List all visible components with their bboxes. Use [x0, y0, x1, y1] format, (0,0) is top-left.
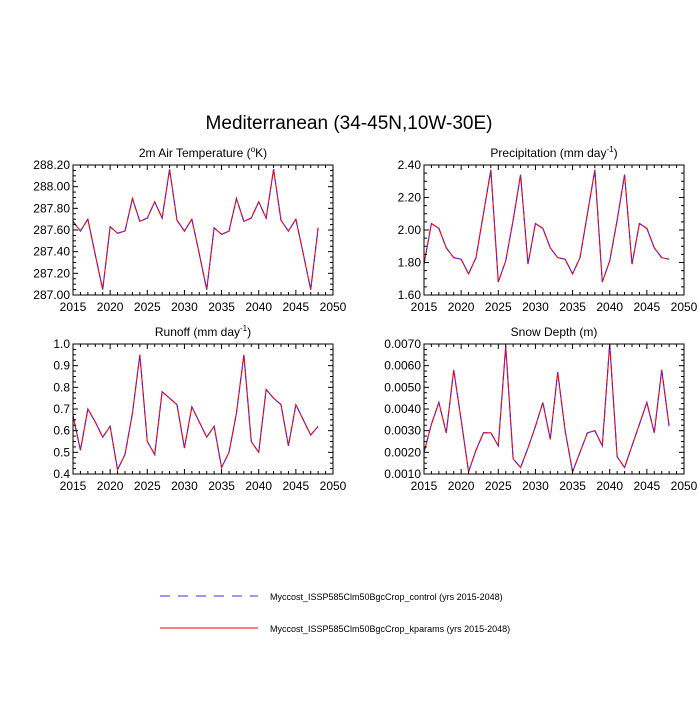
- panel-title-runoff: Runoff (mm day-1): [155, 324, 251, 339]
- panel-title-snow-depth: Snow Depth (m): [511, 325, 598, 339]
- y-tick-label-air-temperature: 288.20: [33, 158, 70, 172]
- x-tick-label-air-temperature: 2050: [320, 300, 347, 314]
- x-tick-label-precipitation: 2035: [559, 300, 586, 314]
- y-tick-label-runoff: 0.9: [53, 359, 70, 373]
- x-tick-label-precipitation: 2030: [522, 300, 549, 314]
- x-tick-label-air-temperature: 2030: [171, 300, 198, 314]
- series-line-control-precipitation: [423, 169, 670, 283]
- legend-label-kparams: Myccost_ISSP585Clm50BgcCrop_kparams (yrs…: [270, 624, 510, 634]
- x-tick-label-snow-depth: 2020: [448, 479, 475, 493]
- series-overlay-control-air-temperature: [72, 169, 319, 290]
- x-tick-label-snow-depth: 2015: [411, 479, 438, 493]
- x-tick-label-runoff: 2020: [97, 479, 124, 493]
- x-tick-label-air-temperature: 2025: [134, 300, 161, 314]
- y-tick-label-precipitation: 1.80: [398, 256, 422, 270]
- x-tick-label-runoff: 2025: [134, 479, 161, 493]
- y-tick-label-air-temperature: 287.20: [33, 266, 70, 280]
- y-tick-label-air-temperature: 287.40: [33, 245, 70, 259]
- panel-snow-depth: Snow Depth (m) 2015 2020 2025 2030 2035 2040 20…: [384, 325, 697, 493]
- x-tick-label-precipitation: 2050: [671, 300, 698, 314]
- y-tick-label-precipitation: 2.40: [398, 158, 422, 172]
- series-line-kparams-snow-depth: [423, 343, 670, 474]
- x-tick-label-runoff: 2035: [208, 479, 235, 493]
- legend-entry-control: Myccost_ISSP585Clm50BgcCrop_control (yrs…: [160, 592, 503, 602]
- y-tick-label-air-temperature: 288.00: [33, 180, 70, 194]
- y-tick-label-snow-depth: 0.0040: [384, 402, 421, 416]
- plot-frame-precipitation: [423, 164, 685, 296]
- x-tick-label-snow-depth: 2030: [522, 479, 549, 493]
- x-tick-label-snow-depth: 2025: [485, 479, 512, 493]
- series-line-kparams-precipitation: [423, 169, 670, 283]
- panel-precipitation: Precipitation (mm day-1) 2015 2020 2025 2030…: [398, 145, 698, 314]
- plot-frame-air-temperature: [72, 164, 334, 296]
- y-tick-label-runoff: 0.5: [53, 445, 70, 459]
- series-line-control-snow-depth: [423, 343, 670, 474]
- x-tick-label-air-temperature: 2015: [60, 300, 87, 314]
- x-tick-label-air-temperature: 2035: [208, 300, 235, 314]
- y-tick-label-air-temperature: 287.00: [33, 288, 70, 302]
- y-tick-label-precipitation: 2.00: [398, 223, 422, 237]
- x-tick-label-runoff: 2045: [283, 479, 310, 493]
- series-overlay-control-runoff: [72, 354, 319, 472]
- y-tick-label-runoff: 0.8: [53, 380, 70, 394]
- series-overlay-control-precipitation: [423, 169, 670, 283]
- y-tick-label-runoff: 0.4: [53, 467, 70, 481]
- panel-title-air-temperature: 2m Air Temperature (oK): [139, 145, 267, 160]
- x-tick-label-air-temperature: 2040: [245, 300, 272, 314]
- series-overlay-control-snow-depth: [423, 343, 670, 474]
- x-tick-label-precipitation: 2020: [448, 300, 475, 314]
- y-tick-label-air-temperature: 287.80: [33, 201, 70, 215]
- y-tick-label-snow-depth: 0.0050: [384, 380, 421, 394]
- panel-title-precipitation: Precipitation (mm day-1): [490, 145, 617, 160]
- y-tick-label-precipitation: 2.20: [398, 191, 422, 205]
- x-tick-label-snow-depth: 2045: [634, 479, 661, 493]
- x-tick-label-runoff: 2030: [171, 479, 198, 493]
- legend: Myccost_ISSP585Clm50BgcCrop_control (yrs…: [160, 592, 510, 634]
- panel-air-temperature: 2m Air Temperature (oK) 2015 2020 2025 2030 2…: [33, 145, 346, 314]
- x-tick-label-runoff: 2050: [320, 479, 347, 493]
- y-tick-label-air-temperature: 287.60: [33, 223, 70, 237]
- y-tick-label-runoff: 0.7: [53, 402, 70, 416]
- x-tick-label-snow-depth: 2035: [559, 479, 586, 493]
- y-tick-label-snow-depth: 0.0030: [384, 424, 421, 438]
- plot-frame-runoff: [72, 343, 334, 475]
- x-tick-label-precipitation: 2040: [596, 300, 623, 314]
- x-tick-label-precipitation: 2015: [411, 300, 438, 314]
- panels: 2m Air Temperature (oK) 2015 2020 2025 2030 2…: [33, 145, 697, 493]
- panel-runoff: Runoff (mm day-1) 2015 2020 2025 2030 2035 204…: [53, 324, 346, 493]
- x-tick-label-runoff: 2015: [60, 479, 87, 493]
- x-tick-label-air-temperature: 2020: [97, 300, 124, 314]
- x-tick-label-precipitation: 2025: [485, 300, 512, 314]
- y-tick-label-snow-depth: 0.0070: [384, 337, 421, 351]
- series-line-control-runoff: [72, 354, 319, 472]
- x-tick-label-precipitation: 2045: [634, 300, 661, 314]
- main-title: Mediterranean (34-45N,10W-30E): [206, 113, 493, 134]
- x-tick-label-snow-depth: 2050: [671, 479, 698, 493]
- series-line-kparams-runoff: [72, 354, 319, 472]
- y-tick-label-runoff: 0.6: [53, 424, 70, 438]
- x-tick-label-air-temperature: 2045: [283, 300, 310, 314]
- x-tick-label-runoff: 2040: [245, 479, 272, 493]
- y-tick-label-snow-depth: 0.0060: [384, 359, 421, 373]
- y-tick-label-snow-depth: 0.0020: [384, 445, 421, 459]
- y-tick-label-runoff: 1.0: [53, 337, 70, 351]
- y-tick-label-snow-depth: 0.0010: [384, 467, 421, 481]
- legend-label-control: Myccost_ISSP585Clm50BgcCrop_control (yrs…: [270, 592, 503, 602]
- legend-entry-kparams: Myccost_ISSP585Clm50BgcCrop_kparams (yrs…: [160, 624, 510, 634]
- x-tick-label-snow-depth: 2040: [596, 479, 623, 493]
- y-tick-label-precipitation: 1.60: [398, 288, 422, 302]
